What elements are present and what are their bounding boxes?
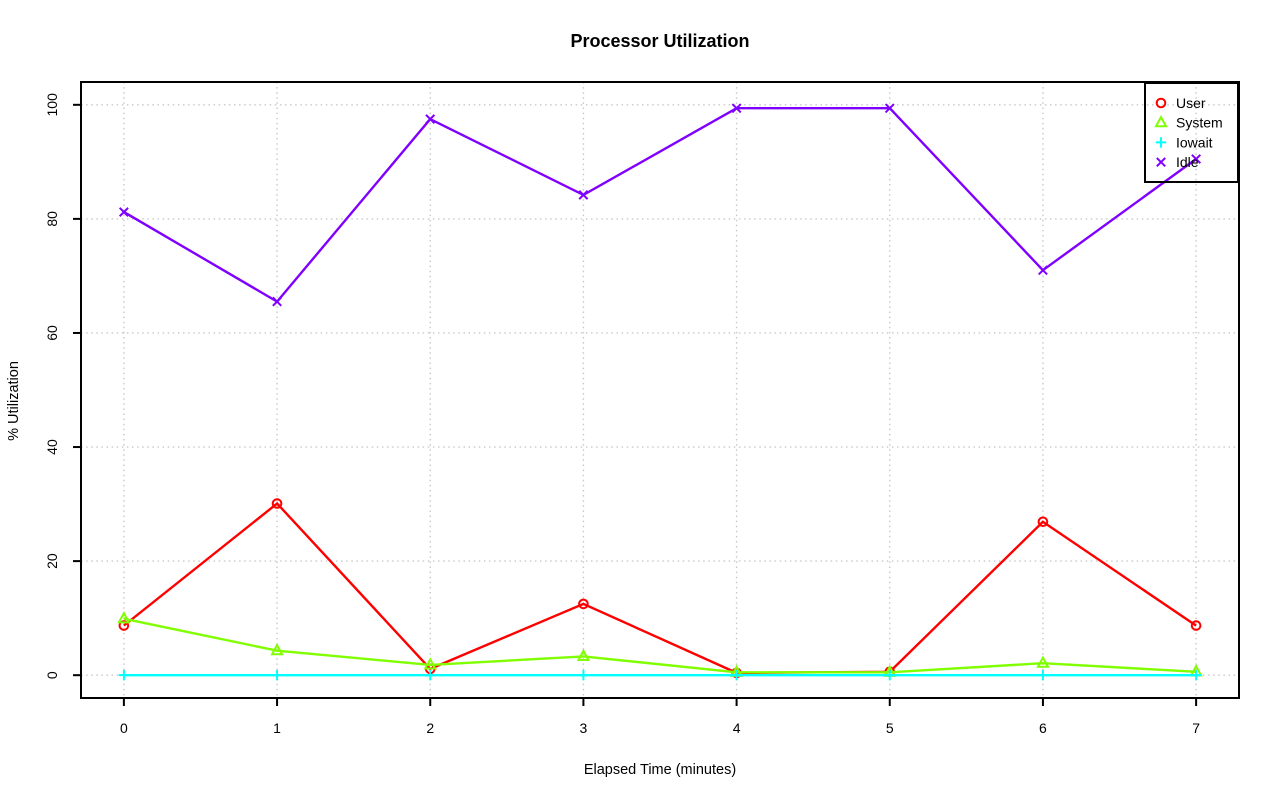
series-user-marker — [118, 620, 130, 631]
plot-border — [80, 81, 1240, 699]
series-user-marker — [271, 498, 283, 509]
series-system-marker — [117, 611, 131, 624]
series-iowait-marker — [578, 669, 589, 681]
series-iowait-marker — [1037, 669, 1049, 681]
legend-user-marker — [1155, 97, 1167, 109]
series-user-marker — [1037, 516, 1049, 528]
legend-user-label: User — [1176, 95, 1206, 111]
x-tick-label: 3 — [580, 720, 588, 736]
series-user-marker — [1190, 620, 1202, 631]
series-idle-marker — [272, 296, 282, 307]
legend-idle-label: Idle — [1176, 154, 1199, 170]
x-tick-label: 7 — [1192, 720, 1200, 736]
series-idle-marker — [731, 103, 742, 114]
legend-system-label: System — [1176, 115, 1223, 131]
x-tick-label: 0 — [120, 720, 128, 736]
y-tick-label: 80 — [44, 211, 60, 227]
series-iowait-marker — [1190, 669, 1202, 681]
y-tick-label: 20 — [44, 553, 60, 569]
series-system-marker — [1036, 655, 1050, 668]
series-system-marker — [270, 642, 284, 656]
series-idle-marker — [578, 190, 589, 200]
y-tick-label: 100 — [44, 93, 60, 117]
series-idle-marker — [1191, 154, 1202, 164]
series-system-marker — [576, 648, 591, 661]
legend-iowait-label: Iowait — [1176, 134, 1213, 150]
series-user-line — [123, 501, 1197, 675]
series-system-marker — [423, 657, 437, 670]
x-axis-label: Elapsed Time (minutes) — [583, 762, 737, 778]
y-tick-label: 60 — [44, 325, 60, 341]
x-tick-label: 6 — [1039, 720, 1047, 736]
y-tick-label: 40 — [44, 439, 60, 455]
x-tick-label: 2 — [426, 720, 434, 736]
series-idle-marker — [1038, 265, 1048, 276]
series-system-line — [123, 617, 1197, 674]
series-idle-marker — [425, 114, 436, 124]
y-tick-label: 0 — [44, 671, 60, 679]
series-iowait-marker — [731, 669, 742, 681]
x-tick-label: 4 — [733, 720, 741, 736]
x-tick-label: 5 — [886, 720, 894, 736]
legend-idle-marker — [1156, 157, 1166, 168]
series-iowait-marker — [425, 669, 436, 681]
series-iowait-marker — [118, 669, 130, 681]
series-iowait-marker — [884, 669, 895, 681]
series-idle-line — [123, 106, 1197, 304]
series-idle-marker — [118, 207, 129, 217]
legend-iowait-marker — [1155, 137, 1167, 148]
x-tick-label: 1 — [273, 720, 281, 736]
series-idle-marker — [884, 103, 895, 114]
chart-title: Processor Utilization — [570, 31, 750, 51]
legend-system-marker — [1154, 115, 1168, 128]
series-iowait-marker — [271, 669, 283, 681]
series-user-marker — [578, 598, 589, 610]
legend-box — [1144, 82, 1239, 183]
y-axis-label: % Utilization — [6, 361, 22, 441]
